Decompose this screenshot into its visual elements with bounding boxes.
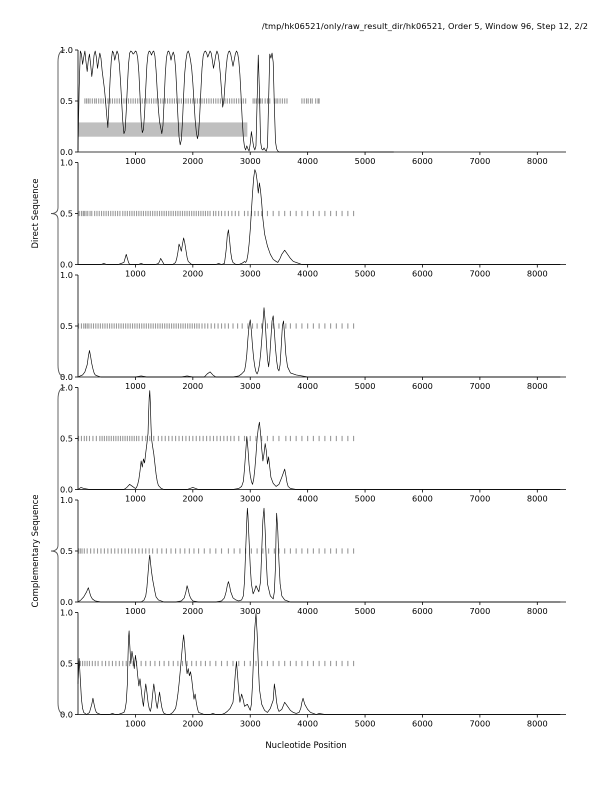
x-tick-label: 8000 bbox=[527, 156, 548, 166]
x-tick-label: 6000 bbox=[412, 494, 433, 504]
x-tick-label: 1000 bbox=[125, 381, 146, 391]
x-tick-label: 4000 bbox=[297, 719, 318, 729]
panel-4-complementary-frame-1: 0.0 0.5 1.0 1000 2000 3000 4000 5000 6000 7000 800… bbox=[60, 383, 566, 504]
y-tick-label: 1.0 bbox=[60, 383, 73, 393]
x-tick-label: 4000 bbox=[297, 381, 318, 391]
y-tick-label: 0.0 bbox=[60, 597, 73, 607]
panel-2-direct-frame-2: 0.0 0.5 1.0 1000 2000 3000 4000 5000 6000 7000 800… bbox=[60, 158, 566, 279]
x-tick-label: 1000 bbox=[125, 156, 146, 166]
x-tick-label: 7000 bbox=[469, 606, 490, 616]
x-tick-label: 3000 bbox=[240, 269, 261, 279]
axis-spines bbox=[77, 500, 566, 603]
x-tick-label: 8000 bbox=[527, 381, 548, 391]
x-tick-label: 8000 bbox=[527, 719, 548, 729]
y-tick-label: 0.5 bbox=[60, 321, 73, 331]
axis-spines bbox=[77, 612, 566, 715]
y-tick-label: 0.0 bbox=[60, 710, 73, 720]
x-tick-label: 2000 bbox=[182, 381, 203, 391]
x-tick-label: 8000 bbox=[527, 269, 548, 279]
x-tick-label: 5000 bbox=[355, 606, 376, 616]
x-tick-label: 2000 bbox=[182, 156, 203, 166]
x-tick-label: 3000 bbox=[240, 381, 261, 391]
marker-tick-row bbox=[78, 548, 355, 554]
x-tick-label: 1000 bbox=[125, 719, 146, 729]
group-label-direct: Direct Sequence bbox=[31, 178, 41, 248]
x-tick-label: 6000 bbox=[412, 269, 433, 279]
data-line bbox=[77, 613, 561, 715]
x-tick-label: 4000 bbox=[297, 269, 318, 279]
x-tick-label: 4000 bbox=[297, 494, 318, 504]
x-tick-label: 6000 bbox=[412, 606, 433, 616]
x-tick-label: 5000 bbox=[355, 719, 376, 729]
group-brace-direct bbox=[50, 49, 66, 378]
x-tick-label: 6000 bbox=[412, 719, 433, 729]
x-tick-label: 1000 bbox=[125, 269, 146, 279]
y-tick-label: 0.5 bbox=[60, 434, 73, 444]
panel-5-complementary-frame-2: 0.0 0.5 1.0 1000 2000 3000 4000 5000 6000 7000 800… bbox=[60, 495, 566, 616]
x-tick-label: 7000 bbox=[469, 719, 490, 729]
x-tick-label: 7000 bbox=[469, 156, 490, 166]
x-tick-label: 2000 bbox=[182, 494, 203, 504]
x-tick-label: 2000 bbox=[182, 269, 203, 279]
y-tick-label: 0.0 bbox=[60, 485, 73, 495]
y-tick-label: 1.0 bbox=[60, 608, 73, 618]
x-tick-label: 6000 bbox=[412, 381, 433, 391]
marker-tick-row bbox=[78, 323, 355, 329]
y-tick-label: 0.0 bbox=[60, 147, 73, 157]
figure-title: /tmp/hk06521/only/raw_result_dir/hk06521… bbox=[261, 21, 588, 31]
x-tick-label: 7000 bbox=[469, 494, 490, 504]
y-tick-label: 0.5 bbox=[60, 659, 73, 669]
x-tick-label: 8000 bbox=[527, 606, 548, 616]
y-tick-label: 0.5 bbox=[60, 546, 73, 556]
y-tick-label: 0.5 bbox=[60, 209, 73, 219]
x-tick-label: 5000 bbox=[355, 494, 376, 504]
y-tick-label: 1.0 bbox=[60, 270, 73, 280]
y-tick-label: 0.5 bbox=[60, 96, 73, 106]
data-line bbox=[77, 507, 561, 603]
x-tick-label: 5000 bbox=[355, 381, 376, 391]
x-tick-label: 1000 bbox=[125, 494, 146, 504]
y-tick-label: 1.0 bbox=[60, 158, 73, 168]
x-tick-label: 3000 bbox=[240, 719, 261, 729]
axis-spines bbox=[77, 162, 566, 265]
x-tick-label: 3000 bbox=[240, 156, 261, 166]
x-axis-title: Nucleotide Position bbox=[265, 741, 347, 751]
group-brace-complementary bbox=[50, 387, 66, 715]
x-tick-label: 2000 bbox=[182, 719, 203, 729]
panel-1-direct-frame-1: 0.0 0.5 1.0 1000 2000 3000 4000 5000 6000 7000 800… bbox=[60, 45, 566, 166]
marker-tick-row bbox=[78, 210, 355, 217]
x-tick-label: 2000 bbox=[182, 606, 203, 616]
x-tick-label: 5000 bbox=[355, 156, 376, 166]
x-tick-label: 6000 bbox=[412, 156, 433, 166]
data-line bbox=[77, 307, 561, 378]
x-tick-label: 8000 bbox=[527, 494, 548, 504]
panel-6-complementary-frame-3: 0.0 0.5 1.0 1000 2000 3000 4000 5000 6000 7000 800… bbox=[60, 608, 566, 729]
x-tick-label: 3000 bbox=[240, 606, 261, 616]
y-tick-label: 0.0 bbox=[60, 260, 73, 270]
x-tick-label: 1000 bbox=[125, 606, 146, 616]
y-tick-label: 0.0 bbox=[60, 372, 73, 382]
marker-tick-row bbox=[78, 435, 355, 442]
data-line bbox=[78, 169, 561, 265]
x-tick-label: 5000 bbox=[355, 269, 376, 279]
data-line bbox=[77, 50, 394, 153]
group-label-complementary: Complementary Sequence bbox=[31, 495, 41, 608]
marker-tick-row bbox=[77, 660, 355, 667]
panel-3-direct-frame-3: 0.0 0.5 1.0 1000 2000 3000 4000 5000 6000 7000 800… bbox=[60, 270, 566, 391]
marker-tick-row bbox=[84, 98, 320, 104]
x-tick-label: 4000 bbox=[297, 606, 318, 616]
y-tick-label: 1.0 bbox=[60, 45, 73, 55]
x-tick-label: 7000 bbox=[469, 269, 490, 279]
x-tick-label: 7000 bbox=[469, 381, 490, 391]
y-tick-label: 1.0 bbox=[60, 495, 73, 505]
x-tick-label: 4000 bbox=[297, 156, 318, 166]
x-tick-label: 3000 bbox=[240, 494, 261, 504]
